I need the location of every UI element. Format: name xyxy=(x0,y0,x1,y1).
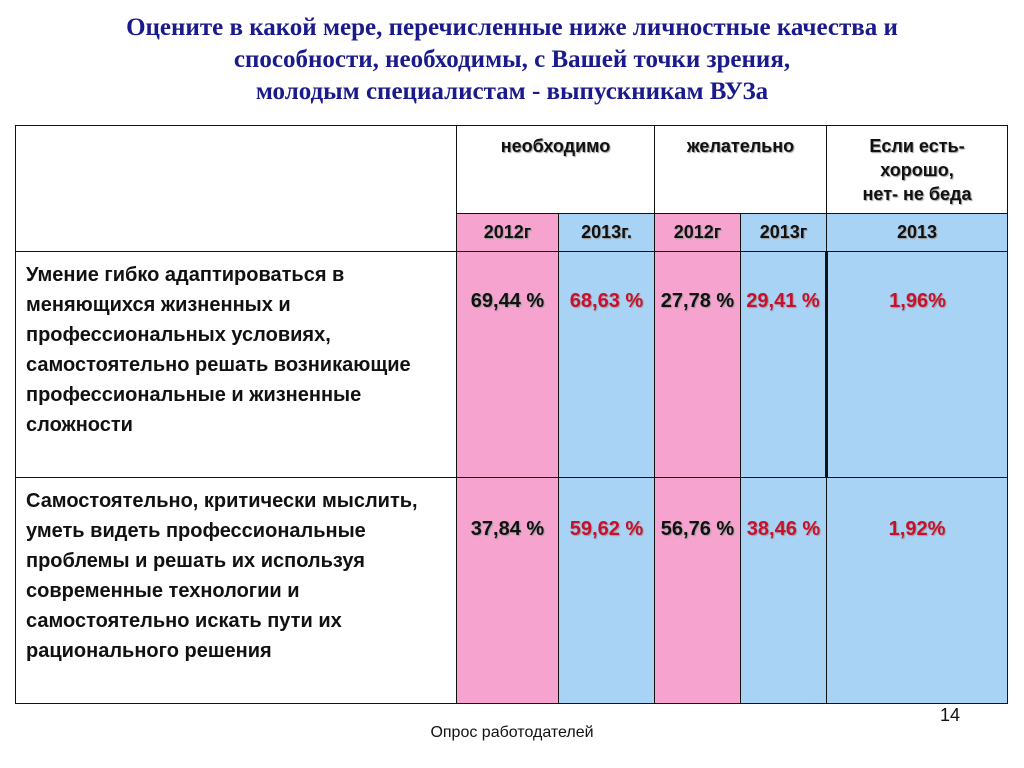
value-desirable-2012: 27,78 % xyxy=(654,251,741,478)
slide-title: Оцените в какой мере, перечисленные ниже… xyxy=(40,12,984,108)
header-optional: Если есть- хорошо, нет- не беда xyxy=(826,125,1008,214)
value-desirable-2013: 29,41 % xyxy=(740,251,827,478)
value-optional-2013: 1,92% xyxy=(826,477,1008,704)
value-desirable-2013: 38,46 % xyxy=(740,477,827,704)
footer-source: Опрос работодателей xyxy=(430,724,594,741)
header-row: необходимо желательно Если есть- хорошо,… xyxy=(15,125,1008,252)
header-optional-line-2: хорошо, xyxy=(880,160,954,180)
survey-table: необходимо желательно Если есть- хорошо,… xyxy=(15,125,1008,704)
value-necessary-2012: 69,44 % xyxy=(456,251,559,478)
year-desirable-2013: 2013г xyxy=(740,213,827,252)
page-number: 14 xyxy=(940,705,961,725)
year-desirable-2012: 2012г xyxy=(654,213,741,252)
title-line-3: молодым специалистам - выпускникам ВУЗа xyxy=(255,78,769,105)
year-optional-2013: 2013 xyxy=(826,213,1008,252)
header-desirable-label: желательно xyxy=(686,136,795,156)
year-necessary-2013: 2013г. xyxy=(558,213,655,252)
header-optional-line-3: нет- не беда xyxy=(862,184,972,204)
value-necessary-2012: 37,84 % xyxy=(456,477,559,704)
title-line-2: способности, необходимы, с Вашей точки з… xyxy=(233,46,791,73)
header-optional-line-1: Если есть- xyxy=(869,136,965,156)
value-desirable-2012: 56,76 % xyxy=(654,477,741,704)
header-optional-label: Если есть- хорошо, нет- не беда xyxy=(827,126,1007,206)
value-necessary-2013: 68,63 % xyxy=(558,251,655,478)
row-label-adaptability: Умение гибко адаптироваться в меняющихся… xyxy=(15,251,457,478)
table-row: Самостоятельно, критически мыслить, умет… xyxy=(15,477,1008,704)
title-line-1: Оцените в какой мере, перечисленные ниже… xyxy=(126,14,898,41)
table-row: Умение гибко адаптироваться в меняющихся… xyxy=(15,251,1008,478)
header-empty-cell xyxy=(15,125,457,252)
row-label-critical-thinking: Самостоятельно, критически мыслить, умет… xyxy=(15,477,457,704)
header-necessary: необходимо xyxy=(456,125,655,214)
header-desirable: желательно xyxy=(654,125,827,214)
year-necessary-2012: 2012г xyxy=(456,213,559,252)
header-necessary-label: необходимо xyxy=(500,136,611,156)
year-row: 2012г 2013г. 2012г 2013г 2013 xyxy=(16,213,1008,252)
value-necessary-2013: 59,62 % xyxy=(558,477,655,704)
value-optional-2013: 1,96% xyxy=(825,251,1008,478)
